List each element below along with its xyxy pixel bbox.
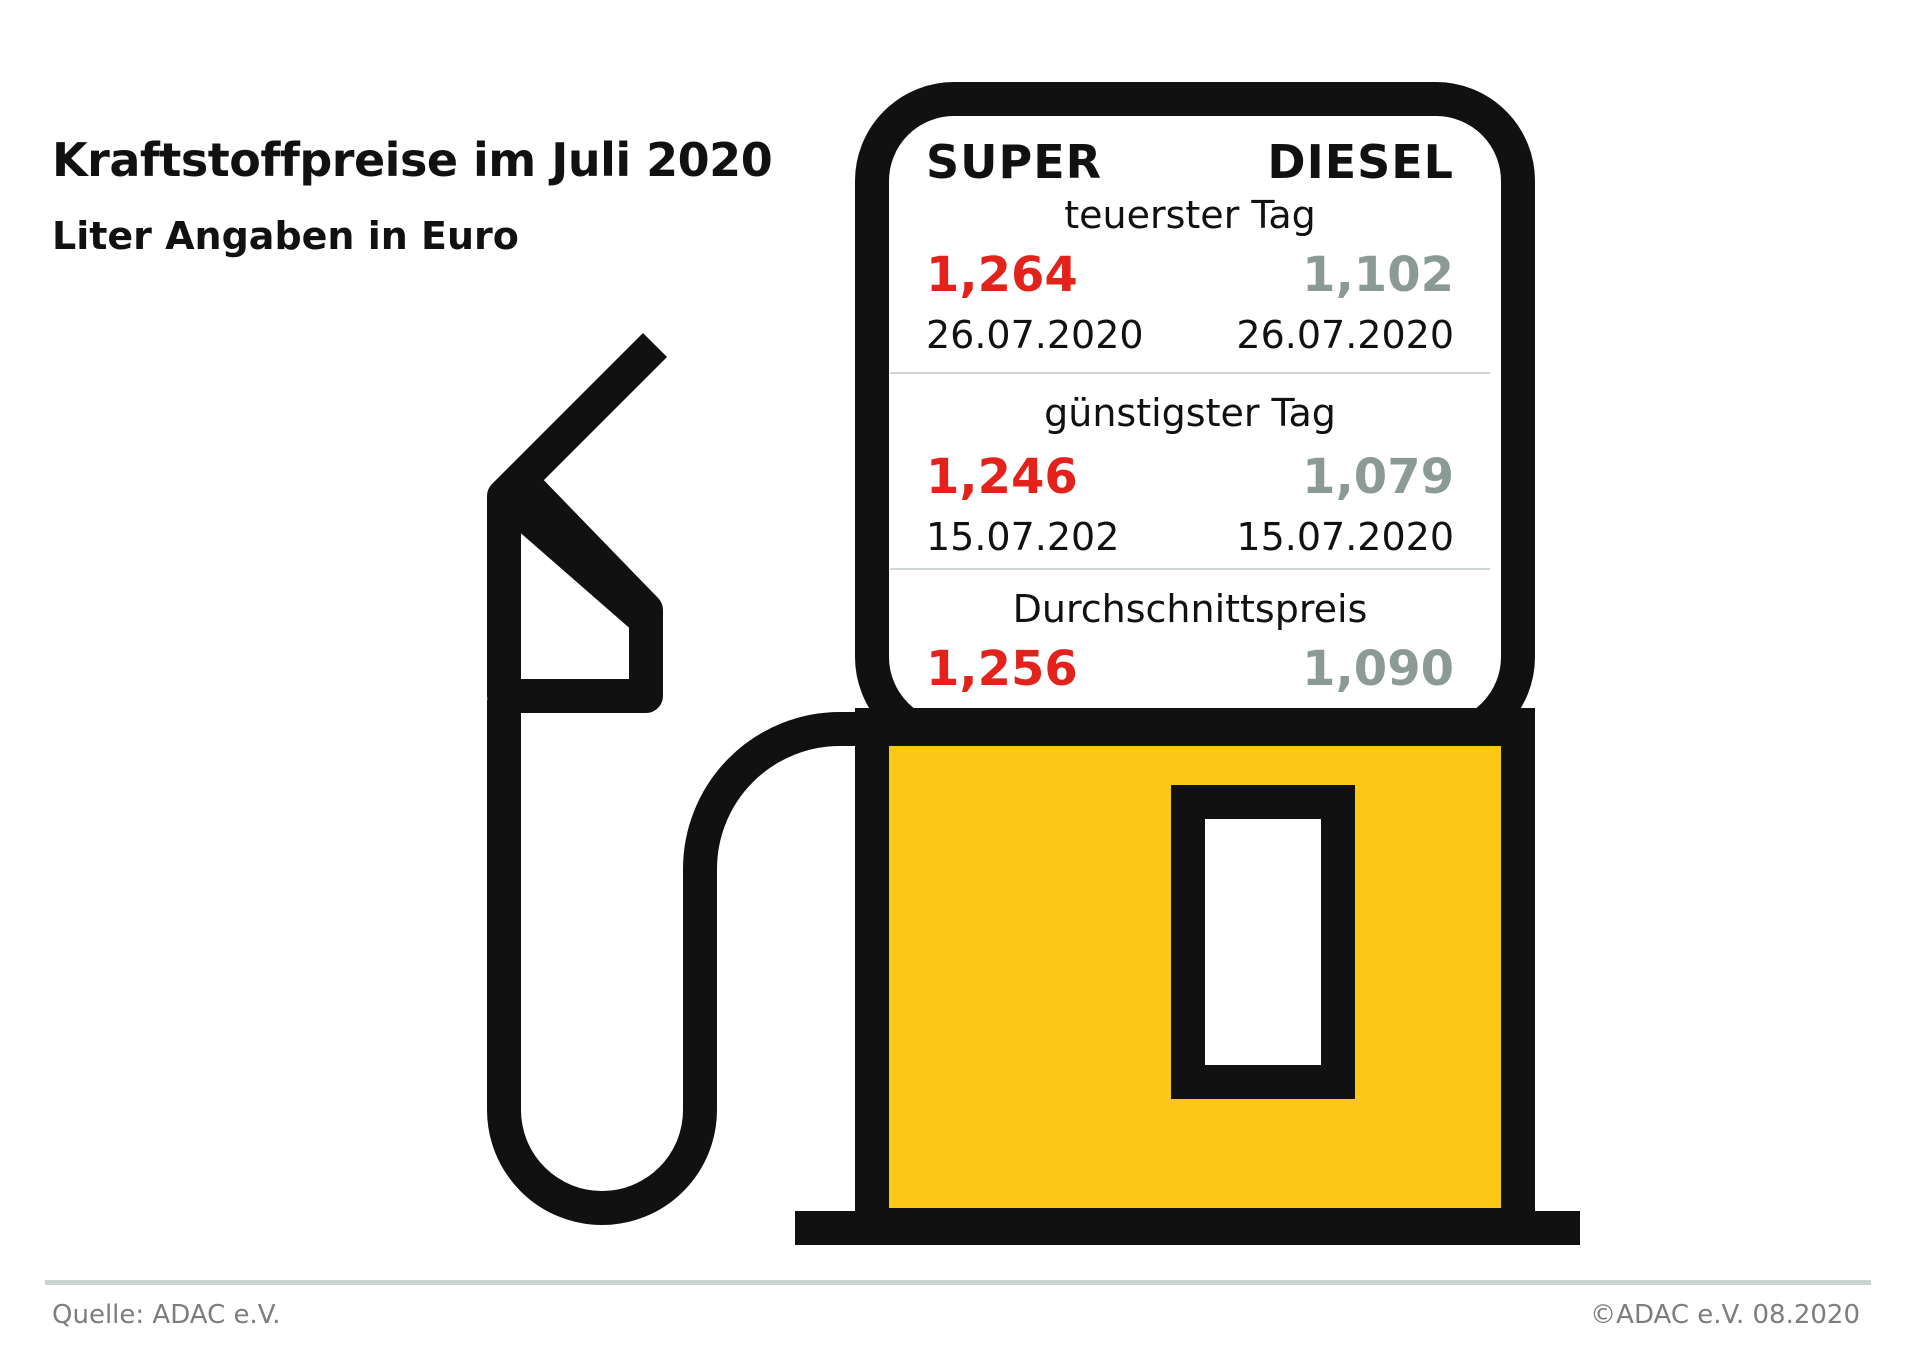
diesel-value-expensive: 1,102 — [1302, 247, 1454, 303]
diesel-value-average: 1,090 — [1302, 641, 1454, 697]
section-label-average: Durchschnittspreis — [1012, 587, 1368, 631]
column-header-super: SUPER — [926, 135, 1103, 189]
footer-rule — [45, 1280, 1871, 1285]
super-value-expensive: 1,264 — [926, 247, 1078, 303]
section-divider — [890, 372, 1490, 374]
chart-title: Kraftstoffpreise im Juli 2020 — [52, 133, 773, 187]
footer-source: Quelle: ADAC e.V. — [52, 1300, 281, 1330]
footer-copyright: ©ADAC e.V. 08.2020 — [1590, 1300, 1860, 1330]
section-label-expensive: teuerster Tag — [1064, 193, 1316, 237]
super-value-cheapest: 1,246 — [926, 449, 1078, 505]
pump-divider-bar — [872, 712, 1518, 746]
column-header-diesel: DIESEL — [1267, 135, 1454, 189]
section-label-cheapest: günstigster Tag — [1044, 391, 1336, 435]
super-date-expensive: 26.07.2020 — [926, 313, 1144, 357]
diesel-date-expensive: 26.07.2020 — [1236, 313, 1454, 357]
pump-window — [1171, 785, 1355, 1099]
pump-ground-bar — [795, 1211, 1580, 1245]
super-date-cheapest: 15.07.202 — [926, 515, 1120, 559]
chart-subtitle: Liter Angaben in Euro — [52, 214, 519, 258]
super-value-average: 1,256 — [926, 641, 1078, 697]
diesel-date-cheapest: 15.07.2020 — [1236, 515, 1454, 559]
nozzle-spout-icon — [492, 483, 658, 633]
section-divider — [890, 568, 1490, 570]
hose-line — [487, 700, 872, 1225]
diesel-value-cheapest: 1,079 — [1302, 449, 1454, 505]
price-panel: SUPER DIESEL teuerster Tag 1,264 1,102 2… — [890, 117, 1490, 707]
